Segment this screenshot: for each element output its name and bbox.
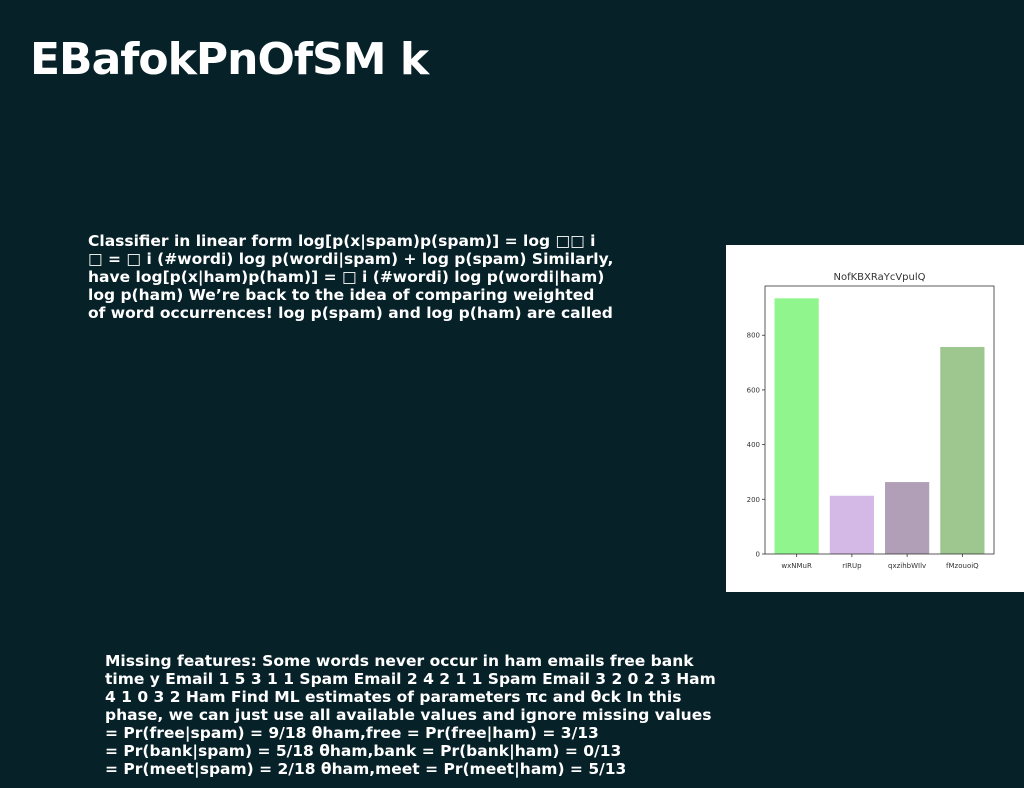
x-tick-label: fMzouoiQ bbox=[946, 562, 979, 570]
y-tick-label: 200 bbox=[747, 496, 760, 504]
missing-features-text-block: Missing features: Some words never occur… bbox=[105, 652, 716, 778]
bar bbox=[829, 495, 874, 554]
classifier-text-block: Classifier in linear form log[p(x|spam)p… bbox=[88, 232, 613, 322]
text-line: log p(ham) We’re back to the idea of com… bbox=[88, 286, 595, 304]
chart-title: NofKBXRaYcVpulQ bbox=[833, 272, 925, 283]
text-line: 4 1 0 3 2 Ham Find ML estimates of param… bbox=[105, 688, 682, 706]
y-tick-label: 800 bbox=[747, 332, 760, 340]
text-line: time y Email 1 5 3 1 1 Spam Email 2 4 2 … bbox=[105, 670, 716, 688]
bar bbox=[774, 298, 819, 554]
text-line: of word occurrences! log p(spam) and log… bbox=[88, 304, 613, 322]
y-tick-label: 0 bbox=[756, 551, 760, 559]
text-line: have log[p(x|ham)p(ham)] = □ i (#wordi) … bbox=[88, 268, 605, 286]
bar bbox=[940, 346, 985, 554]
text-line: = Pr(free|spam) = 9/18 θham,free = Pr(fr… bbox=[105, 724, 599, 742]
x-tick-label: qxzihbWIlv bbox=[888, 562, 926, 570]
text-line: Missing features: Some words never occur… bbox=[105, 652, 694, 670]
bar-chart: NofKBXRaYcVpulQ wxNMuR rIRUp qxzihbWIlv fMzo… bbox=[747, 272, 995, 570]
x-tick-label: rIRUp bbox=[842, 562, 862, 570]
x-tick-label: wxNMuR bbox=[781, 562, 812, 570]
text-line: Classifier in linear form log[p(x|spam)p… bbox=[88, 232, 596, 250]
y-tick-label: 400 bbox=[747, 441, 760, 449]
text-line: phase, we can just use all available val… bbox=[105, 706, 712, 724]
y-tick-label: 600 bbox=[747, 386, 760, 394]
bar bbox=[885, 482, 930, 554]
text-line: = Pr(meet|spam) = 2/18 θham,meet = Pr(me… bbox=[105, 760, 627, 778]
plot-frame bbox=[764, 285, 995, 555]
text-line: □ = □ i (#wordi) log p(wordi|spam) + log… bbox=[88, 250, 614, 268]
slide-title: EBafokPnOfSM k bbox=[30, 34, 429, 85]
text-line: = Pr(bank|spam) = 5/18 θham,bank = Pr(ba… bbox=[105, 742, 622, 760]
bar-chart-panel: NofKBXRaYcVpulQ wxNMuR rIRUp qxzihbWIlv fMzo… bbox=[726, 245, 1024, 592]
